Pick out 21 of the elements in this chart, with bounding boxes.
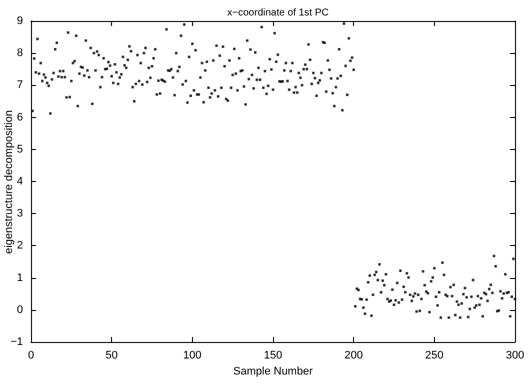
x-tick-label: 150 (264, 350, 282, 362)
x-axis-title: Sample Number (233, 365, 314, 378)
y-tick-label: 1 (16, 272, 23, 284)
y-tick-label: 5 (16, 143, 23, 156)
y-axis-title: eigenstructure decomposition (3, 110, 15, 254)
x-tick-label: 250 (425, 350, 444, 362)
y-tick-label: 7 (16, 79, 23, 92)
y-tick-label: 3 (16, 208, 23, 220)
y-tick-label: 6 (16, 111, 23, 124)
y-tick-label: 0 (16, 304, 23, 316)
x-tick-label: 300 (506, 350, 524, 362)
y-tick-label: −1 (10, 336, 23, 348)
y-tick-label: 2 (16, 240, 23, 252)
y-tick-label: 9 (16, 15, 23, 27)
x-tick-label: 50 (106, 350, 118, 362)
y-tick-label: 8 (16, 47, 23, 60)
x-tick-label: 100 (183, 350, 202, 362)
x-tick-label: 200 (344, 350, 363, 362)
chart-title: x−coordinate of 1st PC (227, 8, 329, 18)
x-tick-label: 0 (28, 350, 34, 362)
y-tick-label: 4 (16, 176, 23, 188)
